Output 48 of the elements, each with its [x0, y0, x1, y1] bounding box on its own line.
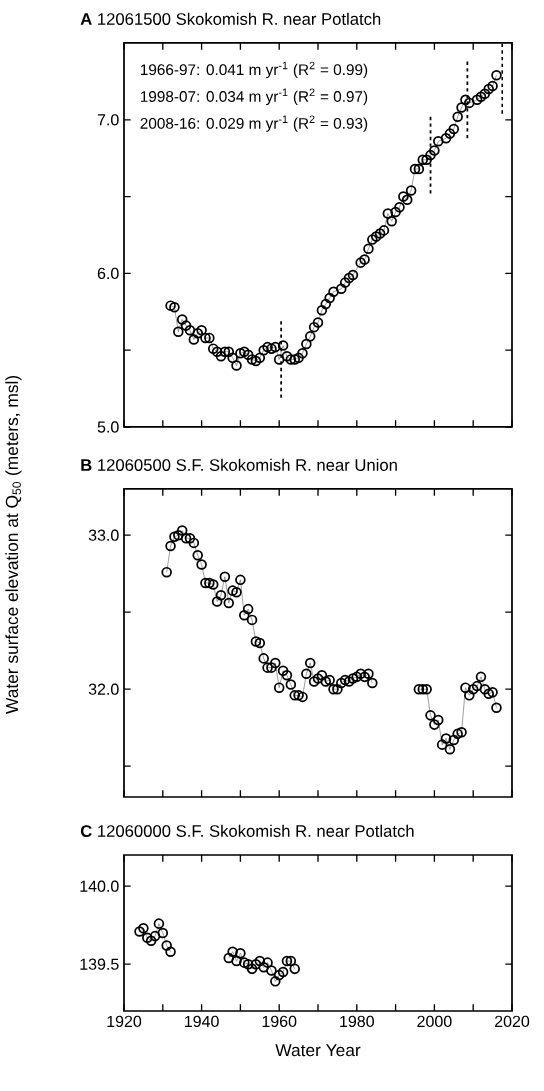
y-tick-label: 6.0: [97, 267, 119, 280]
point: [246, 963, 258, 975]
y-tick-label: 33.0: [88, 529, 119, 541]
point: [142, 932, 153, 943]
point: [270, 976, 281, 987]
point: [273, 969, 285, 981]
annotation: 1998-07: 0.034 m yr$^{-1}$ (R$^{2}$ = 0.97): [140, 88, 368, 105]
point: [250, 958, 262, 970]
point: [149, 930, 161, 942]
point: [235, 948, 246, 959]
annotation: 1966-97: 0.041 m yr$^{-1}$ (R$^{2}$ = 0.99): [140, 61, 368, 79]
chart-title: A 12061500 Skokomish R. near Potlatch: [80, 12, 381, 25]
x-tick-label: 2000: [417, 1015, 452, 1028]
point: [227, 946, 238, 957]
annotation: 2008-16: 0.029 m yr$^{-1}$ (R$^{2}$ = 0.93): [140, 115, 368, 132]
y-tick-label: 32.0: [88, 683, 119, 695]
y-tick-label: 139.5: [80, 958, 119, 970]
x-axis-title: Water Year: [275, 1044, 361, 1057]
chart-title: C 12060000 S.F. Skokomish R. near Potlatch: [80, 824, 414, 837]
point: [153, 918, 165, 929]
y-axis-title: Water surface elevation at Q$_{50}$ (meters, msl): [5, 375, 22, 714]
point: [145, 935, 157, 947]
point: [281, 955, 293, 967]
chart-title: B 12060500 S.F. Skokomish R. near Union: [81, 458, 397, 471]
point: [231, 955, 242, 967]
point: [277, 966, 289, 978]
point: [242, 958, 254, 970]
point: [289, 963, 300, 975]
y-tick-label: 7.0: [97, 114, 119, 126]
point: [138, 923, 149, 934]
point: [157, 927, 169, 939]
x-tick-label: 1980: [340, 1015, 374, 1028]
y-tick-label: 5.0: [97, 421, 119, 433]
point: [223, 952, 235, 964]
x-tick-label: 1920: [107, 1015, 142, 1028]
point: [239, 957, 250, 968]
x-tick-label: 2020: [495, 1015, 530, 1028]
point: [134, 926, 145, 937]
y-tick-label: 140.0: [80, 880, 119, 892]
point: [254, 955, 266, 967]
point: [258, 962, 269, 973]
point: [161, 940, 172, 951]
point: [285, 955, 297, 967]
point: [165, 946, 176, 957]
x-tick-label: 1960: [262, 1015, 297, 1028]
point: [266, 965, 277, 976]
x-tick-label: 1940: [185, 1015, 219, 1028]
point: [262, 957, 273, 968]
